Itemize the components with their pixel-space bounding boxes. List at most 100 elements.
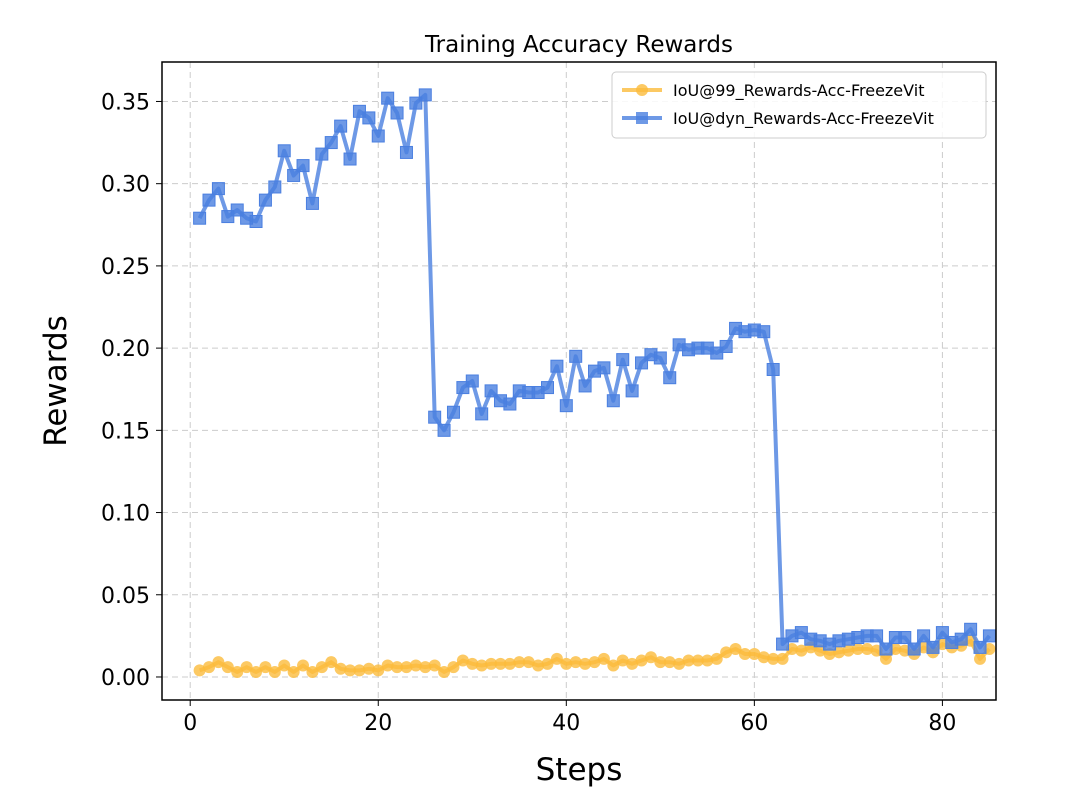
data-point xyxy=(202,193,216,207)
legend-box xyxy=(611,71,987,139)
data-point xyxy=(221,661,234,674)
data-point xyxy=(400,661,413,674)
data-point xyxy=(372,664,385,677)
data-point xyxy=(428,659,441,672)
data-point xyxy=(644,651,657,664)
data-point xyxy=(484,384,498,398)
data-point xyxy=(315,661,328,674)
y-tick-label: 0.30 xyxy=(101,173,150,198)
data-point xyxy=(597,652,610,665)
series-layer xyxy=(193,88,996,679)
data-point xyxy=(438,666,451,679)
legend: IoU@99_Rewards-Acc-FreezeVit IoU@dyn_Rew… xyxy=(611,71,987,139)
data-point xyxy=(719,339,733,353)
data-point xyxy=(203,661,216,674)
data-point xyxy=(381,659,394,672)
data-point xyxy=(344,664,357,677)
data-point xyxy=(447,661,460,674)
data-point xyxy=(250,666,263,679)
data-point xyxy=(541,381,555,395)
y-tick-label: 0.15 xyxy=(101,419,150,444)
data-point xyxy=(371,129,385,143)
data-point xyxy=(701,654,714,667)
data-point xyxy=(249,215,263,228)
data-point xyxy=(663,371,677,385)
data-point xyxy=(353,664,366,677)
data-point xyxy=(861,643,874,656)
data-point xyxy=(823,647,836,660)
data-point xyxy=(456,654,469,667)
y-tick-label: 0.35 xyxy=(101,90,150,115)
x-axis-label: Steps xyxy=(536,752,623,788)
data-point xyxy=(297,659,310,672)
data-point xyxy=(691,654,704,667)
data-point xyxy=(494,657,507,670)
data-point xyxy=(522,656,535,669)
data-point xyxy=(935,626,949,640)
data-point xyxy=(738,647,751,660)
data-point xyxy=(503,657,516,670)
y-tick-label: 0.00 xyxy=(101,666,150,691)
data-point xyxy=(296,159,310,173)
data-point xyxy=(465,374,479,388)
data-point xyxy=(278,659,291,672)
y-tick-label: 0.20 xyxy=(101,337,150,362)
data-point xyxy=(588,656,601,669)
data-point xyxy=(437,423,451,437)
data-point xyxy=(710,652,723,665)
data-point xyxy=(287,168,301,182)
data-point xyxy=(907,642,921,656)
data-point xyxy=(559,399,573,413)
data-point xyxy=(475,407,489,421)
data-point xyxy=(418,88,432,102)
chart-title: Training Accuracy Rewards xyxy=(424,32,733,58)
y-tick-label: 0.25 xyxy=(101,255,150,280)
data-point xyxy=(193,664,206,677)
data-point xyxy=(399,145,413,159)
data-point xyxy=(325,656,338,669)
data-point xyxy=(259,661,272,674)
data-point xyxy=(419,661,432,674)
data-point xyxy=(569,656,582,669)
data-point xyxy=(324,136,338,150)
data-point xyxy=(729,643,742,656)
data-point xyxy=(663,656,676,669)
legend-label-1: IoU@dyn_Rewards-Acc-FreezeVit xyxy=(673,109,934,129)
data-point xyxy=(625,384,639,398)
legend-marker-1 xyxy=(636,112,648,124)
x-tick-label: 20 xyxy=(364,711,392,736)
data-point xyxy=(616,654,629,667)
data-point xyxy=(193,211,207,225)
data-point xyxy=(682,654,695,667)
data-point xyxy=(926,640,940,654)
data-point xyxy=(597,361,611,375)
data-point xyxy=(343,152,357,166)
data-point xyxy=(870,629,884,643)
y-axis-label: Rewards xyxy=(38,315,74,447)
data-point xyxy=(766,362,780,376)
plot-frame xyxy=(161,61,997,701)
data-point xyxy=(513,656,526,669)
data-point xyxy=(606,394,620,408)
data-point xyxy=(720,646,733,659)
data-point xyxy=(550,652,563,665)
y-tick-label: 0.05 xyxy=(101,584,150,609)
data-point xyxy=(211,182,225,196)
data-point xyxy=(362,111,376,125)
data-point xyxy=(795,644,808,657)
data-point xyxy=(409,659,422,672)
data-point xyxy=(917,629,931,643)
data-point xyxy=(767,652,780,665)
data-point xyxy=(974,652,987,665)
data-point xyxy=(268,180,282,194)
data-point xyxy=(560,657,573,670)
legend-label-0: IoU@99_Rewards-Acc-FreezeVit xyxy=(673,81,924,101)
data-point xyxy=(240,661,253,674)
data-point xyxy=(485,657,498,670)
x-tick-label: 80 xyxy=(928,711,956,736)
data-point xyxy=(287,666,300,679)
data-point xyxy=(381,91,395,105)
data-point xyxy=(654,656,667,669)
data-point xyxy=(982,629,996,643)
data-point xyxy=(653,351,667,365)
